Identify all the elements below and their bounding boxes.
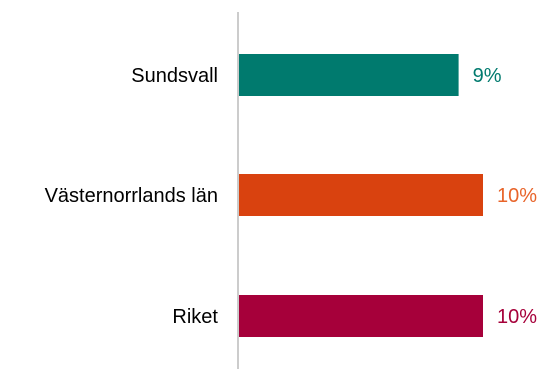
- category-label-1: Västernorrlands län: [45, 185, 218, 207]
- bar-0: [239, 54, 459, 96]
- category-label-0: Sundsvall: [131, 65, 218, 87]
- bar-2: [239, 295, 483, 337]
- value-label-1: 10%: [497, 185, 537, 207]
- value-label-2: 10%: [497, 306, 537, 328]
- value-label-0: 9%: [473, 65, 502, 87]
- bar-1: [239, 174, 483, 216]
- category-label-2: Riket: [172, 306, 218, 328]
- bars-layer: Sundsvall 9% Västernorrlands län 10% Riket 10…: [45, 54, 537, 337]
